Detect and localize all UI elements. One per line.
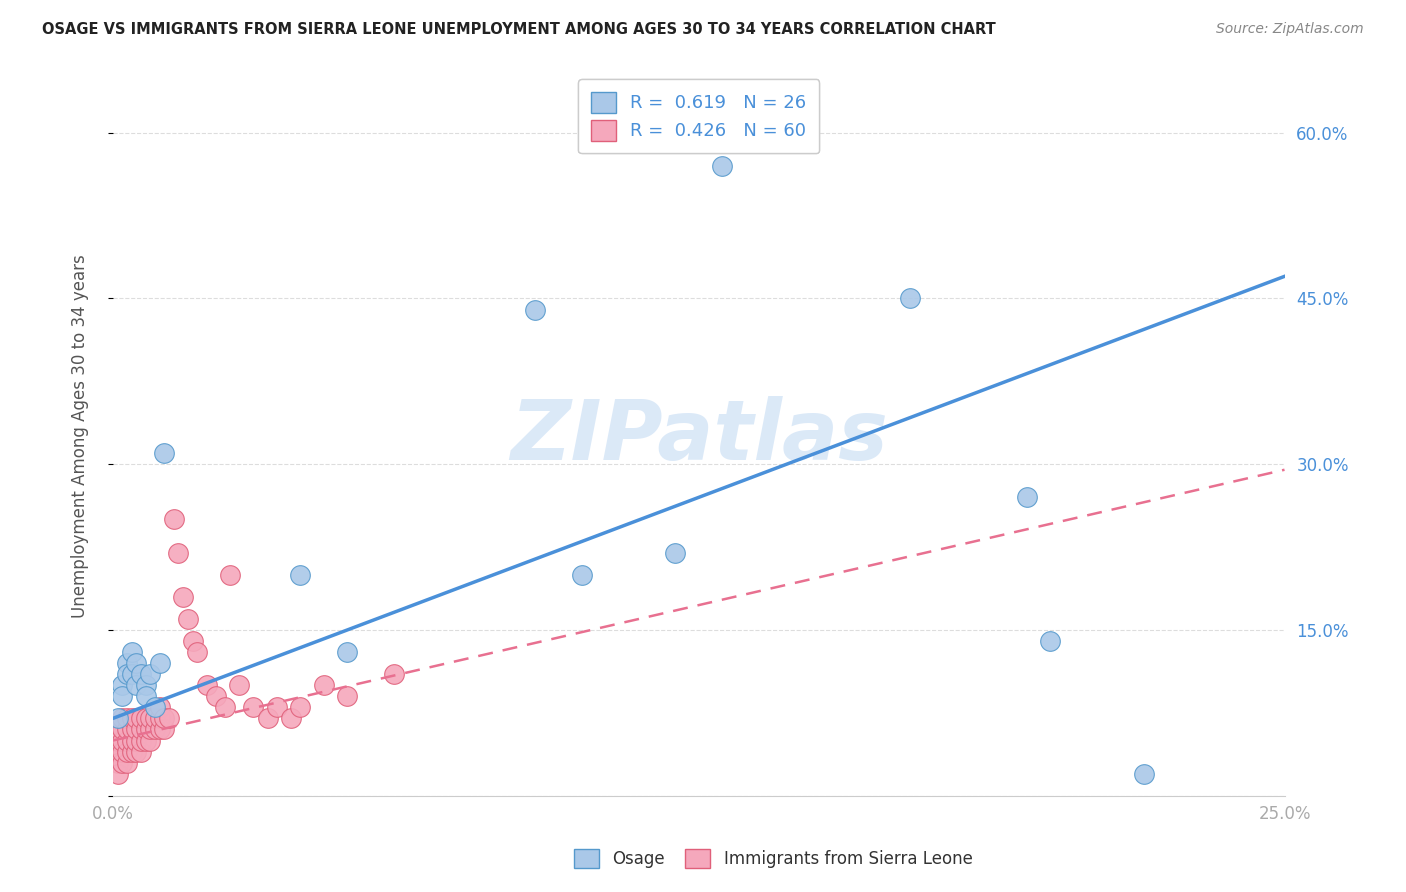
Point: [290, 567, 312, 582]
Point: [153, 723, 176, 737]
Point: [214, 700, 236, 714]
Point: [153, 446, 176, 460]
Point: [135, 690, 157, 704]
Point: [139, 667, 162, 681]
Point: [115, 711, 138, 725]
Point: [149, 700, 172, 714]
Point: [143, 723, 166, 737]
Point: [219, 567, 242, 582]
Point: [121, 711, 143, 725]
Point: [172, 590, 194, 604]
Point: [111, 733, 134, 747]
Point: [280, 711, 302, 725]
Point: [129, 733, 152, 747]
Point: [157, 711, 180, 725]
Point: [135, 723, 157, 737]
Point: [111, 745, 134, 759]
Point: [242, 700, 264, 714]
Point: [121, 723, 143, 737]
Point: [125, 656, 148, 670]
Point: [228, 678, 250, 692]
Point: [336, 645, 359, 659]
Point: [143, 700, 166, 714]
Point: [139, 711, 162, 725]
Point: [1039, 634, 1062, 648]
Point: [107, 756, 129, 770]
Point: [153, 711, 176, 725]
Point: [115, 656, 138, 670]
Point: [125, 745, 148, 759]
Point: [135, 733, 157, 747]
Point: [167, 546, 190, 560]
Point: [125, 711, 148, 725]
Point: [115, 723, 138, 737]
Point: [290, 700, 312, 714]
Text: ZIPatlas: ZIPatlas: [510, 396, 887, 477]
Point: [115, 756, 138, 770]
Point: [898, 292, 921, 306]
Point: [177, 612, 200, 626]
Text: OSAGE VS IMMIGRANTS FROM SIERRA LEONE UNEMPLOYMENT AMONG AGES 30 TO 34 YEARS COR: OSAGE VS IMMIGRANTS FROM SIERRA LEONE UN…: [42, 22, 995, 37]
Point: [382, 667, 405, 681]
Point: [711, 159, 734, 173]
Point: [129, 667, 152, 681]
Point: [115, 745, 138, 759]
Point: [125, 733, 148, 747]
Point: [111, 756, 134, 770]
Point: [121, 733, 143, 747]
Point: [135, 711, 157, 725]
Point: [107, 745, 129, 759]
Point: [149, 711, 172, 725]
Point: [1015, 491, 1038, 505]
Point: [571, 567, 593, 582]
Point: [266, 700, 288, 714]
Point: [125, 723, 148, 737]
Point: [107, 733, 129, 747]
Point: [143, 711, 166, 725]
Point: [139, 733, 162, 747]
Point: [107, 711, 129, 725]
Point: [1133, 766, 1156, 780]
Point: [111, 711, 134, 725]
Point: [139, 723, 162, 737]
Point: [336, 690, 359, 704]
Point: [186, 645, 208, 659]
Point: [205, 690, 228, 704]
Point: [121, 645, 143, 659]
Point: [312, 678, 335, 692]
Point: [149, 723, 172, 737]
Point: [129, 711, 152, 725]
Point: [121, 667, 143, 681]
Point: [135, 678, 157, 692]
Text: Source: ZipAtlas.com: Source: ZipAtlas.com: [1216, 22, 1364, 37]
Legend: R =  0.619   N = 26, R =  0.426   N = 60: R = 0.619 N = 26, R = 0.426 N = 60: [578, 79, 820, 153]
Point: [107, 723, 129, 737]
Point: [111, 678, 134, 692]
Point: [111, 723, 134, 737]
Point: [129, 745, 152, 759]
Point: [107, 766, 129, 780]
Point: [111, 690, 134, 704]
Legend: Osage, Immigrants from Sierra Leone: Osage, Immigrants from Sierra Leone: [568, 842, 979, 875]
Point: [195, 678, 218, 692]
Point: [115, 733, 138, 747]
Point: [121, 745, 143, 759]
Point: [523, 302, 546, 317]
Point: [125, 678, 148, 692]
Point: [256, 711, 278, 725]
Point: [181, 634, 204, 648]
Point: [664, 546, 686, 560]
Y-axis label: Unemployment Among Ages 30 to 34 years: Unemployment Among Ages 30 to 34 years: [72, 255, 89, 618]
Point: [129, 723, 152, 737]
Point: [115, 667, 138, 681]
Point: [149, 656, 172, 670]
Point: [163, 512, 186, 526]
